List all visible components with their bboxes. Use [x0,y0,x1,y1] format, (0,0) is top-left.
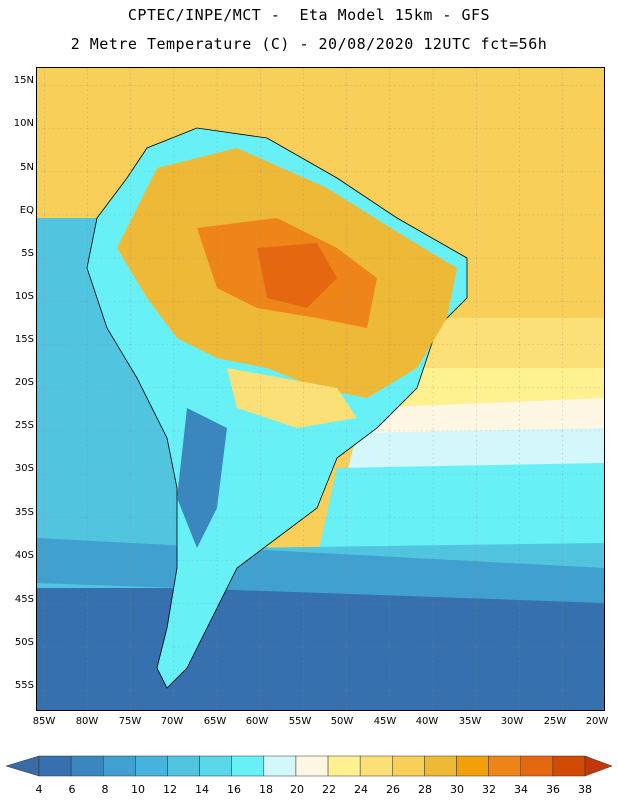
colorbar-swatch-24 [359,755,393,777]
lon-label-80w: 80W [75,716,99,727]
colorbar [5,755,613,777]
lon-label-55w: 55W [288,716,312,727]
lon-label-35w: 35W [458,716,482,727]
lat-label-30s: 30S [14,463,34,474]
lat-label-15n: 15N [13,75,34,86]
lon-label-40w: 40W [415,716,439,727]
lon-label-30w: 30W [500,716,524,727]
temperature-map-svg [37,68,604,710]
colorbar-label-32: 32 [482,783,496,796]
colorbar-swatch-14 [199,755,232,777]
colorbar-swatch-32 [488,755,522,777]
colorbar-label-20: 20 [290,783,304,796]
colorbar-label-18: 18 [259,783,273,796]
colorbar-label-12: 12 [163,783,177,796]
lat-label-5n: 5N [20,162,34,173]
lat-label-eq: EQ [19,205,34,216]
colorbar-label-10: 10 [131,783,145,796]
lon-label-25w: 25W [543,716,567,727]
lon-label-60w: 60W [245,716,269,727]
colorbar-label-34: 34 [514,783,528,796]
colorbar-label-38: 38 [578,783,592,796]
colorbar-label-24: 24 [354,783,368,796]
colorbar-swatch-26 [392,755,425,777]
colorbar-label-28: 28 [418,783,432,796]
colorbar-swatch-34 [520,755,554,777]
colorbar-swatch-22 [327,755,361,777]
colorbar-swatch-6 [70,755,104,777]
lon-label-45w: 45W [373,716,397,727]
colorbar-label-36: 36 [546,783,560,796]
graticule [37,68,604,710]
colorbar-label-4: 4 [35,783,43,796]
lat-label-50s: 50S [14,637,34,648]
lat-label-25s: 25S [14,420,34,431]
colorbar-label-14: 14 [195,783,209,796]
map-title-variable: 2 Metre Temperature (C) - 20/08/2020 12U… [70,35,548,53]
map-title-source: CPTEC/INPE/MCT - Eta Model 15km - GFS [127,6,491,24]
lat-label-55s: 55S [14,680,34,691]
colorbar-swatch-12 [167,755,200,777]
colorbar-swatch-20 [295,755,329,777]
colorbar-arrow-low [5,755,40,777]
colorbar-swatch-30 [456,755,489,777]
lon-label-85w: 85W [32,716,56,727]
lon-label-50w: 50W [330,716,354,727]
lon-label-20w: 20W [585,716,609,727]
lat-label-35s: 35S [14,507,34,518]
colorbar-swatch-4 [38,755,72,777]
lon-label-65w: 65W [203,716,227,727]
lat-label-10n: 10N [13,118,34,129]
lat-label-5s: 5S [21,248,34,259]
colorbar-swatch-28 [424,755,457,777]
colorbar-label-8: 8 [101,783,109,796]
lat-label-20s: 20S [14,377,34,388]
lat-label-10s: 10S [14,291,34,302]
colorbar-swatch-8 [102,755,136,777]
colorbar-swatch-10 [135,755,168,777]
lon-label-70w: 70W [160,716,184,727]
colorbar-label-30: 30 [450,783,464,796]
colorbar-swatch-16 [231,755,265,777]
colorbar-label-22: 22 [322,783,336,796]
lon-label-75w: 75W [118,716,142,727]
lat-label-45s: 45S [14,594,34,605]
colorbar-label-6: 6 [68,783,76,796]
colorbar-swatch-36 [552,755,586,777]
lat-label-15s: 15S [14,334,34,345]
colorbar-label-16: 16 [227,783,241,796]
colorbar-arrow-high [584,755,613,777]
colorbar-swatch-18 [263,755,297,777]
colorbar-label-26: 26 [386,783,400,796]
lat-label-40s: 40S [14,550,34,561]
temperature-map [36,67,605,711]
